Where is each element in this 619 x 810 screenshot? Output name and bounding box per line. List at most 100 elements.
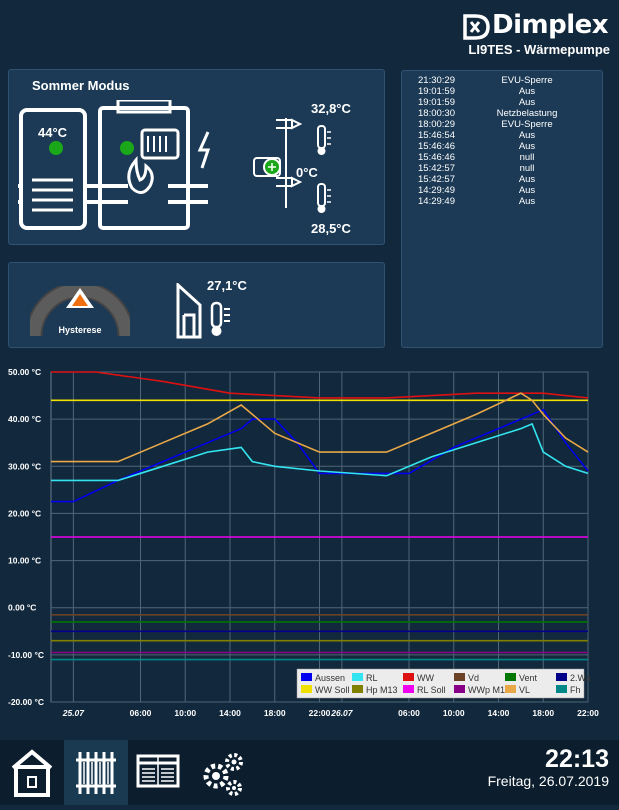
legend-label: VL	[519, 685, 530, 695]
log-message: null	[519, 163, 535, 174]
log-time: 18:00:30	[418, 108, 455, 119]
legend-swatch	[556, 673, 567, 681]
legend-swatch	[301, 685, 312, 693]
nav-settings-button[interactable]	[192, 740, 256, 805]
log-message: Aus	[518, 185, 536, 196]
unit-status-led	[120, 141, 134, 155]
radiator-icon	[76, 752, 116, 794]
brand-name: Dimplex	[492, 10, 609, 40]
log-time: 18:00:29	[418, 119, 455, 130]
return-temp: 28,5°C	[311, 221, 351, 236]
legend-swatch	[403, 685, 414, 693]
legend-label: Fh	[570, 685, 581, 695]
return-thermometer-icon	[317, 183, 331, 213]
circulation-pump-icon	[253, 157, 281, 177]
nav-heating-button[interactable]	[64, 740, 128, 805]
series-line-vl	[51, 392, 589, 463]
legend-swatch	[352, 673, 363, 681]
log-time: 15:46:46	[418, 141, 455, 152]
legend-swatch	[454, 685, 465, 693]
x-tick-label: 18:00	[532, 708, 554, 718]
log-time: 15:42:57	[418, 174, 455, 185]
flow-temp: 32,8°C	[311, 101, 351, 116]
dimplex-logo-icon	[463, 14, 490, 40]
log-time: 14:29:49	[418, 185, 455, 196]
nav-home-button[interactable]	[0, 740, 64, 805]
clock-time: 22:13	[545, 745, 609, 773]
mode-title: Sommer Modus	[32, 78, 130, 93]
legend-label: WW	[417, 673, 434, 683]
flow-thermometer-icon	[317, 125, 331, 155]
log-message: Aus	[518, 174, 536, 185]
home-icon	[11, 749, 53, 797]
legend-swatch	[403, 673, 414, 681]
table-icon	[136, 754, 180, 788]
legend-label: Hp M13	[366, 685, 398, 695]
gears-icon	[203, 753, 243, 796]
log-message: Netzbelastung	[496, 108, 558, 119]
pump-temp: 0°C	[296, 165, 318, 180]
legend-label: WWp M18	[468, 685, 510, 695]
storage-tank-icon	[18, 108, 87, 230]
legend-swatch	[301, 673, 312, 681]
pipe-icon	[85, 184, 128, 204]
series-line-rl	[51, 422, 589, 482]
legend-swatch	[454, 673, 465, 681]
x-tick-label: 22:00	[577, 708, 599, 718]
x-tick-label: 06:00	[130, 708, 152, 718]
y-tick-label: 30.00 °C	[8, 461, 41, 471]
distribution-diagram	[253, 118, 331, 213]
x-tick-label: 22:00	[309, 708, 331, 718]
outdoor-temp: 27,1°C	[207, 278, 247, 293]
log-time: 21:30:29	[418, 75, 455, 86]
clock-date: Freitag, 26.07.2019	[487, 773, 609, 789]
log-time: 19:01:59	[418, 86, 455, 97]
log-message: Aus	[518, 141, 536, 152]
log-message: Aus	[518, 86, 536, 97]
temperature-chart-svg: -20.00 °C -10.00 °C 0.00 °C 10.00 °C 20.00 °…	[8, 367, 599, 718]
y-tick-label: 20.00 °C	[8, 508, 41, 518]
y-tick-label: 50.00 °C	[8, 368, 41, 377]
log-time: 19:01:59	[418, 97, 455, 108]
storage-status-led	[49, 141, 63, 155]
return-valve-icon	[291, 176, 303, 188]
chart-legend	[296, 668, 585, 699]
log-message: EVU-Sperre	[501, 75, 553, 86]
y-tick-label: 40.00 °C	[8, 414, 41, 424]
legend-label: WW Soll	[315, 685, 350, 695]
legend-swatch	[352, 685, 363, 693]
x-tick-label: 14:00	[219, 708, 241, 718]
log-message: null	[519, 152, 535, 163]
legend-swatch	[505, 685, 516, 693]
log-time: 14:29:49	[418, 196, 455, 207]
x-tick-label: 06:00	[398, 708, 420, 718]
gauge-label: Hysterese	[58, 325, 102, 335]
legend-label: RL	[366, 673, 378, 683]
x-tick-label: 14:00	[488, 708, 510, 718]
house-thermometer-icon	[176, 283, 230, 339]
legend-label: Vd	[468, 673, 479, 683]
hysteresis-gauge	[30, 286, 130, 337]
legend-label: Aussen	[315, 673, 345, 683]
x-tick-label: 10:00	[443, 708, 465, 718]
device-name: LI9TES - Wärmepumpe	[468, 42, 610, 57]
heat-pump-unit-icon	[98, 100, 208, 230]
legend-label: RL Soll	[417, 685, 446, 695]
log-time: 15:46:54	[418, 130, 455, 141]
series-line-aussen	[51, 408, 589, 503]
log-time: 15:46:46	[418, 152, 455, 163]
log-message: EVU-Sperre	[501, 119, 553, 130]
x-tick-label: 26.07	[330, 708, 354, 718]
y-tick-label: 10.00 °C	[8, 556, 41, 566]
temperature-chart: -20.00 °C -10.00 °C 0.00 °C 10.00 °C 20.00 °…	[0, 367, 619, 740]
log-message: Aus	[518, 130, 536, 141]
nav-table-button[interactable]	[128, 740, 192, 805]
legend-swatch	[556, 685, 567, 693]
event-log[interactable]: 21:30:29 EVU-Sperre 19:01:59 Aus 19:01:59 Aus…	[401, 70, 603, 348]
log-time: 15:42:57	[418, 163, 455, 174]
storage-temp: 44°C	[38, 125, 68, 140]
series-line-ww	[51, 371, 589, 399]
x-tick-label: 18:00	[264, 708, 286, 718]
log-message: Aus	[518, 97, 536, 108]
x-tick-label: 25.07	[62, 708, 86, 718]
